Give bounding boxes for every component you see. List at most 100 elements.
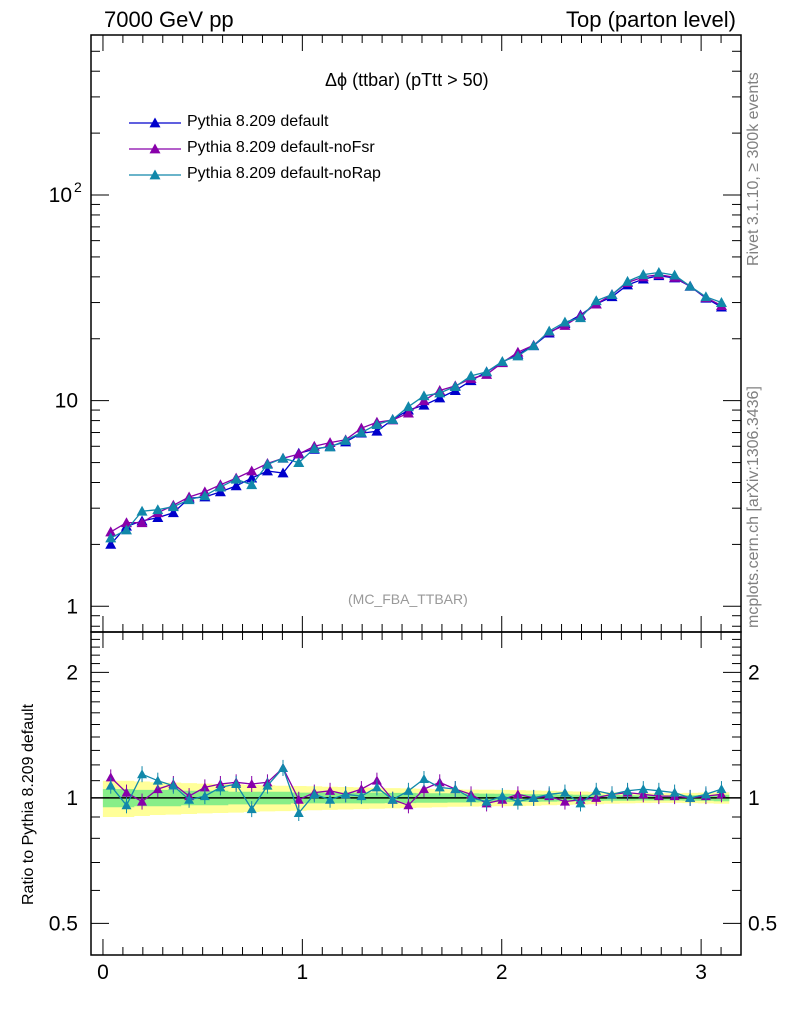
ratio-point bbox=[105, 772, 116, 782]
data-point bbox=[246, 465, 258, 476]
main-series-layer bbox=[105, 266, 727, 549]
data-point bbox=[199, 490, 211, 501]
legend-triangle bbox=[149, 169, 161, 180]
data-point bbox=[167, 507, 179, 518]
data-point bbox=[293, 448, 305, 459]
data-point bbox=[402, 407, 414, 418]
legend-entry: Pythia 8.209 default bbox=[125, 110, 455, 136]
legend: Pythia 8.209 default Pythia 8.209 defaul… bbox=[125, 110, 455, 188]
ratio-point bbox=[325, 794, 336, 804]
y-tick-label: 10 bbox=[55, 390, 78, 413]
ratio-point bbox=[340, 789, 351, 799]
ratio-point bbox=[293, 808, 304, 818]
data-point bbox=[418, 390, 430, 401]
ratio-y-tick-label: 1 bbox=[66, 787, 78, 810]
data-point bbox=[152, 504, 164, 515]
ratio-point bbox=[497, 791, 508, 801]
y-tick-label: 1 bbox=[66, 595, 78, 618]
data-point bbox=[590, 295, 602, 306]
ratio-point bbox=[152, 775, 163, 785]
ratio-point bbox=[262, 780, 273, 790]
data-point bbox=[105, 526, 117, 537]
ratio-point bbox=[700, 789, 711, 799]
ratio-line-2 bbox=[110, 766, 722, 815]
ratio-point bbox=[403, 800, 414, 810]
ratio-point bbox=[638, 784, 649, 794]
ratio-panel-frame bbox=[90, 631, 742, 956]
data-point bbox=[387, 413, 399, 424]
data-point bbox=[637, 269, 649, 280]
ratio-point bbox=[716, 784, 727, 794]
ratio-point bbox=[544, 789, 555, 799]
ratio-point bbox=[434, 782, 445, 792]
data-point bbox=[559, 316, 571, 327]
ratio-point bbox=[168, 780, 179, 790]
ratio-point bbox=[105, 780, 116, 790]
ratio-point bbox=[622, 785, 633, 795]
legend-label: Pythia 8.209 default-noFsr bbox=[187, 139, 375, 156]
legend-triangle bbox=[149, 143, 161, 154]
data-point bbox=[261, 465, 273, 476]
ratio-point bbox=[199, 791, 210, 801]
ratio-point bbox=[278, 762, 289, 772]
ratio-point bbox=[325, 785, 336, 795]
y-tick-exponent: 2 bbox=[74, 179, 82, 195]
ratio-y-tick-label-right: 2 bbox=[748, 661, 760, 684]
data-point bbox=[183, 494, 195, 505]
ratio-point bbox=[403, 785, 414, 795]
ratio-point bbox=[231, 778, 242, 788]
data-point bbox=[277, 452, 289, 463]
ratio-point bbox=[606, 789, 617, 799]
data-point bbox=[669, 269, 681, 280]
data-point bbox=[622, 275, 634, 286]
data-point bbox=[355, 427, 367, 437]
data-point bbox=[105, 532, 117, 543]
analysis-watermark: (MC_FBA_TTBAR) bbox=[348, 591, 468, 607]
data-point bbox=[543, 325, 555, 336]
ratio-point bbox=[293, 794, 304, 804]
data-point bbox=[715, 297, 727, 307]
ratio-point bbox=[528, 792, 539, 802]
ratio-point bbox=[246, 778, 257, 788]
legend-label: Pythia 8.209 default-noRap bbox=[187, 165, 381, 182]
data-point bbox=[512, 350, 524, 361]
data-point bbox=[481, 366, 493, 377]
ratio-point bbox=[121, 787, 132, 797]
data-point bbox=[261, 458, 273, 469]
data-point bbox=[120, 524, 132, 535]
ratio-y-tick-label: 2 bbox=[66, 661, 78, 684]
x-tick-label: 1 bbox=[297, 961, 309, 984]
data-point bbox=[293, 457, 305, 467]
data-point bbox=[653, 266, 665, 277]
ratio-point bbox=[575, 798, 586, 808]
ratio-point bbox=[246, 804, 257, 814]
data-point bbox=[574, 312, 586, 323]
ratio-y-axis-label: Ratio to Pythia 8.209 default bbox=[20, 703, 37, 905]
mcplots-reference-label: mcplots.cern.ch [arXiv:1306.3436] bbox=[745, 386, 762, 628]
legend-marker-1 bbox=[129, 143, 181, 154]
data-point bbox=[324, 441, 336, 452]
data-point bbox=[684, 280, 696, 291]
data-point bbox=[214, 481, 226, 492]
ratio-y-tick-label: 0.5 bbox=[49, 912, 78, 935]
ratio-line-1 bbox=[110, 766, 722, 807]
x-tick-label: 0 bbox=[97, 961, 109, 984]
series-line-0 bbox=[110, 275, 722, 545]
legend-label: Pythia 8.209 default bbox=[187, 113, 329, 130]
data-point bbox=[136, 505, 148, 516]
legend-marker-0 bbox=[129, 117, 181, 128]
data-point bbox=[340, 435, 352, 445]
ratio-point bbox=[450, 784, 461, 794]
ratio-point bbox=[591, 785, 602, 795]
plot-title: Δϕ (ttbar) (pTtt > 50) bbox=[325, 70, 489, 90]
ratio-y-tick-label-right: 0.5 bbox=[748, 912, 777, 935]
ratio-point bbox=[685, 792, 696, 802]
ratio-point bbox=[418, 784, 429, 794]
data-point bbox=[105, 538, 117, 549]
data-point bbox=[246, 479, 258, 490]
ratio-point bbox=[559, 796, 570, 806]
data-point bbox=[465, 370, 477, 381]
legend-entry: Pythia 8.209 default-noFsr bbox=[125, 136, 455, 162]
